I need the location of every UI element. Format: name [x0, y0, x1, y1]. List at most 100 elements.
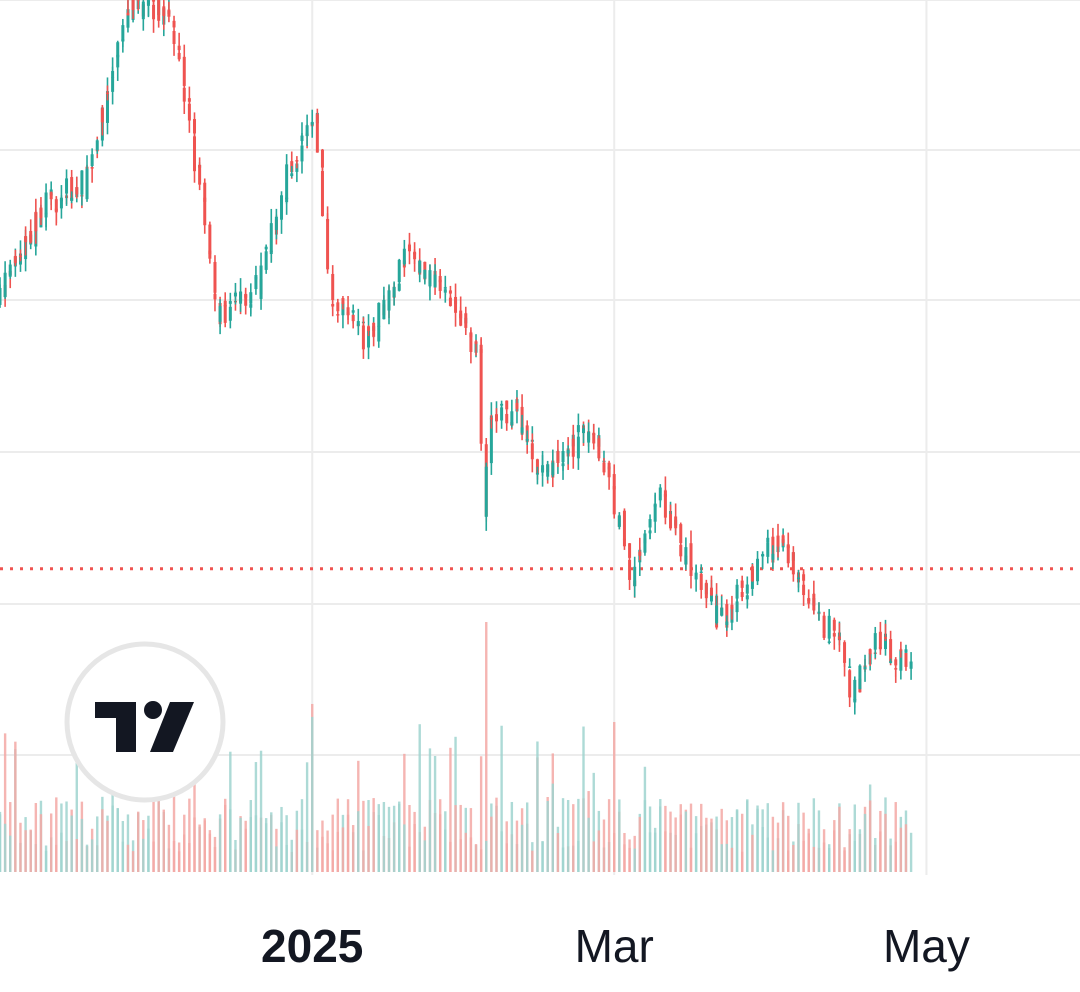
volume-bar: [147, 828, 150, 872]
candle-body: [397, 259, 401, 283]
candle-body: [264, 251, 268, 270]
candle-body: [587, 432, 591, 443]
volume-bar: [234, 839, 237, 872]
candle: [377, 302, 381, 339]
candle: [397, 258, 401, 291]
candle: [566, 445, 570, 465]
candle: [177, 46, 181, 60]
candle-body: [152, 4, 156, 20]
candle: [582, 423, 586, 444]
candle-body: [848, 666, 852, 668]
candle-body: [827, 641, 831, 643]
candle-body: [848, 670, 852, 698]
candle-body: [484, 466, 488, 517]
candle: [280, 195, 284, 204]
volume-bar: [776, 822, 780, 872]
volume-bar: [90, 839, 94, 872]
candle: [29, 219, 33, 244]
volume-bar: [817, 810, 821, 872]
volume-bar: [362, 800, 365, 872]
candle: [193, 128, 197, 183]
candle-body: [899, 649, 903, 651]
volume-bar: [879, 810, 882, 872]
volume-bar: [413, 811, 416, 872]
candle-body: [428, 270, 432, 287]
volume-bar: [459, 839, 462, 872]
candle: [433, 264, 437, 288]
volume-bar: [85, 844, 89, 872]
candle-body: [510, 411, 514, 426]
candle-body: [776, 535, 780, 547]
candle-body: [274, 216, 278, 230]
volume-bar: [428, 748, 432, 872]
candle: [505, 401, 509, 431]
candle-body: [193, 136, 197, 172]
candle-body: [694, 572, 698, 575]
candle-body: [331, 303, 335, 307]
x-tick-label: 2025: [261, 920, 363, 972]
candle-body: [822, 634, 826, 638]
candle-body: [464, 313, 468, 328]
candle-body: [720, 607, 724, 616]
volume-bar: [561, 798, 565, 872]
candle-body: [157, 0, 161, 21]
volume-bar: [684, 811, 688, 872]
candle-body: [0, 287, 2, 291]
volume-bar: [464, 832, 467, 872]
candle: [689, 545, 693, 589]
volume-bar: [787, 815, 790, 872]
volume-bar: [628, 839, 631, 872]
candle: [786, 533, 790, 568]
candle: [571, 424, 575, 469]
volume-bar: [377, 804, 380, 872]
volume-bar: [398, 803, 401, 872]
candle: [126, 0, 130, 16]
volume-bar: [556, 833, 560, 872]
candle: [484, 462, 488, 531]
volume-bar: [827, 847, 831, 872]
candle-body: [418, 260, 422, 273]
candle-body: [75, 187, 79, 195]
volume-bar: [904, 824, 908, 872]
candle: [494, 408, 498, 433]
candle-body: [745, 584, 749, 594]
volume-bar: [479, 849, 483, 872]
candle: [674, 503, 678, 536]
volume-bar: [403, 824, 406, 872]
volume-bar: [889, 838, 892, 872]
candle-body: [448, 297, 452, 306]
candle: [392, 281, 396, 306]
candle-body: [853, 679, 857, 703]
candle-body: [111, 71, 115, 78]
candle: [622, 535, 626, 550]
volume-bar: [254, 815, 258, 872]
volume-bar: [449, 747, 452, 872]
candle-body: [904, 649, 908, 653]
volume-bar: [643, 766, 647, 872]
volume-bar: [899, 827, 903, 872]
candle-body: [208, 250, 212, 259]
volume-bar: [720, 844, 723, 872]
candle-body: [843, 661, 847, 663]
candle: [443, 285, 447, 295]
volume-bar: [198, 824, 201, 872]
volume-bar: [213, 836, 217, 872]
candle: [848, 658, 852, 669]
volume-bar: [60, 832, 63, 872]
volume-bar: [459, 804, 462, 872]
candle-body: [607, 462, 611, 478]
candle: [756, 551, 760, 576]
volume-bar: [572, 804, 575, 872]
candle: [24, 226, 28, 256]
volume-bar: [485, 840, 488, 872]
volume-bar: [3, 823, 7, 872]
candle-body: [356, 321, 360, 326]
volume-bar: [188, 798, 191, 872]
volume-bar: [771, 850, 775, 872]
volume-bar: [710, 818, 713, 872]
candle: [904, 644, 908, 654]
candle: [873, 626, 877, 659]
candle-body: [750, 566, 754, 581]
